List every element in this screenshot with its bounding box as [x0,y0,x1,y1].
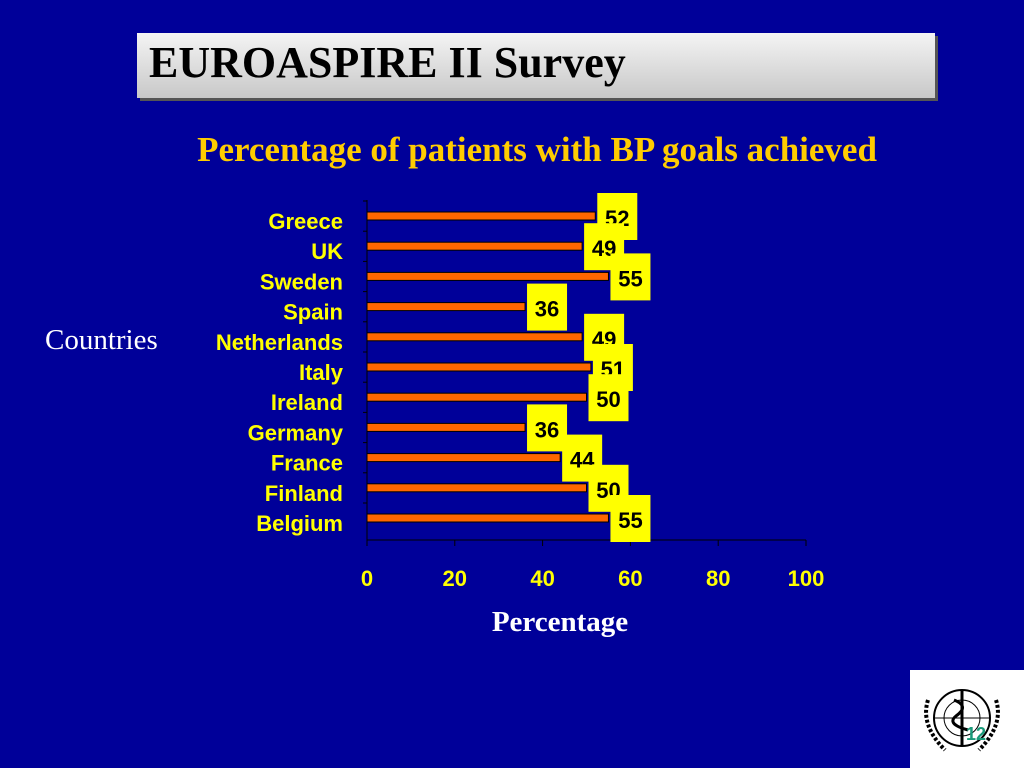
who-emblem-icon [924,689,1000,752]
data-label: 50 [596,387,620,412]
bar-germany [366,422,526,432]
bar-france [366,453,561,463]
slide-number: 12 [966,724,987,744]
bar-italy [366,362,592,372]
data-label: 55 [618,266,642,291]
x-axis-label: Percentage [491,606,629,638]
category-label: Finland [265,481,343,506]
x-tick-label: 0 [361,566,373,591]
data-label-box [527,404,568,452]
data-label-box [588,374,629,422]
bar-finland [366,483,587,493]
x-tick-label: 20 [443,566,467,591]
category-label: Spain [283,300,343,325]
category-label: UK [311,239,343,264]
chart-title: Percentage of patients with BP goals ach… [197,130,877,169]
category-label: Ireland [271,390,343,415]
bar-ireland [366,392,587,402]
x-tick-label: 40 [530,566,554,591]
bar-greece [366,211,596,221]
x-tick-label: 80 [706,566,730,591]
bar-belgium [366,513,609,523]
data-label-box [610,253,651,301]
bar-spain [366,302,526,312]
category-label: France [271,451,343,476]
category-label: Sweden [260,269,343,294]
who-logo [910,670,1024,768]
x-tick-label: 100 [788,566,825,591]
category-label: Greece [268,209,343,234]
slide-title: EUROASPIRE II Survey [149,38,626,87]
data-label-box [610,495,651,542]
bar-netherlands [366,332,583,342]
bar-sweden [366,271,609,281]
category-label: Belgium [256,511,343,536]
data-label-box [527,283,568,331]
data-label: 36 [535,417,559,442]
data-label: 36 [535,297,559,322]
y-axis-label: Countries [45,324,158,356]
category-label: Netherlands [216,330,343,355]
data-label: 55 [618,508,642,533]
bar-uk [366,241,583,251]
category-label: Germany [248,420,344,445]
title-box: EUROASPIRE II Survey [137,33,935,98]
category-label: Italy [299,360,344,385]
x-tick-label: 60 [618,566,642,591]
